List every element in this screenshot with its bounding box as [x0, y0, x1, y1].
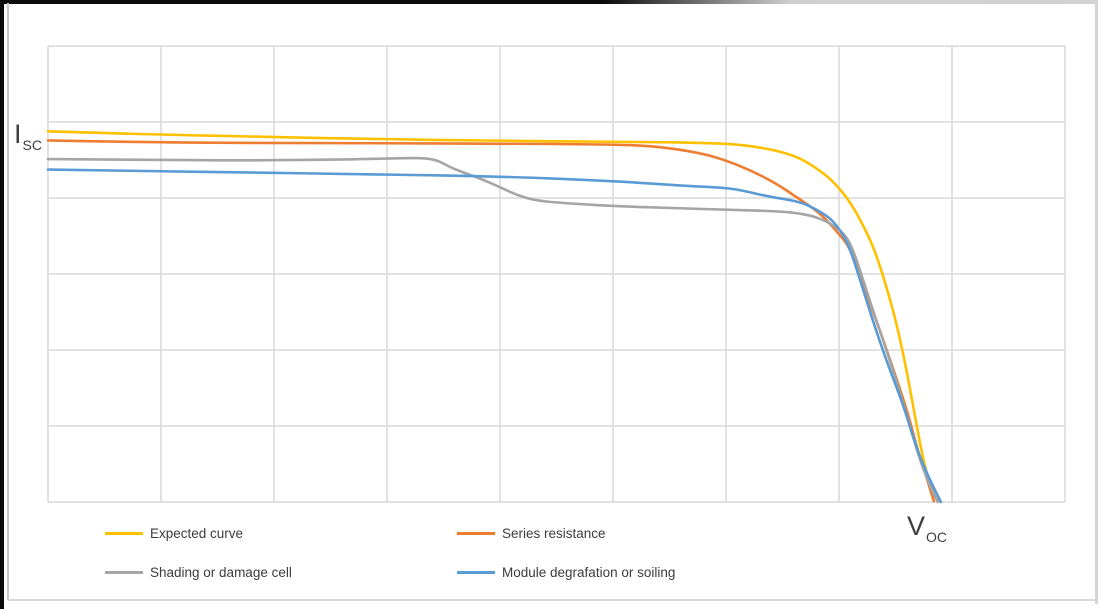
legend-swatch-series-resistance — [457, 531, 495, 535]
x-axis-label: VOC — [907, 511, 947, 545]
curve-expected-curve — [46, 130, 939, 502]
curve-series-resistance — [46, 139, 936, 503]
y-axis-label-main: I — [14, 119, 22, 149]
legend-item-shading-or-damage-cell: Shading or damage cell — [105, 564, 292, 580]
curve-module-degrafation-or-soiling — [46, 168, 943, 504]
legend-label: Expected curve — [150, 525, 244, 541]
y-axis-label-subscript: SC — [22, 137, 42, 153]
curve-shading-or-damage-cell — [46, 156, 940, 504]
legend-item-module-degradation-or-soiling: Module degrafation or soiling — [457, 564, 675, 580]
frame-border-inner-left — [7, 3, 9, 600]
frame-border-top — [0, 0, 1098, 4]
legend-label: Module degrafation or soiling — [502, 564, 676, 580]
frame-border-left — [0, 0, 4, 609]
y-axis-label: ISC — [14, 119, 42, 153]
legend-label: Shading or damage cell — [150, 564, 292, 580]
legend-label: Series resistance — [502, 525, 606, 541]
legend-swatch-module-degradation-or-soiling — [457, 570, 495, 574]
legend-item-series-resistance: Series resistance — [457, 525, 606, 541]
frame-border-bottom — [8, 599, 1095, 601]
frame-border-right — [1095, 0, 1098, 604]
legend-swatch-expected-curve — [105, 531, 143, 535]
x-axis-label-subscript: OC — [926, 529, 948, 545]
x-axis-label-main: V — [907, 511, 926, 541]
legend-item-expected-curve: Expected curve — [105, 525, 243, 541]
plot-area — [46, 45, 1066, 504]
legend-swatch-shading-or-damage-cell — [105, 570, 143, 574]
